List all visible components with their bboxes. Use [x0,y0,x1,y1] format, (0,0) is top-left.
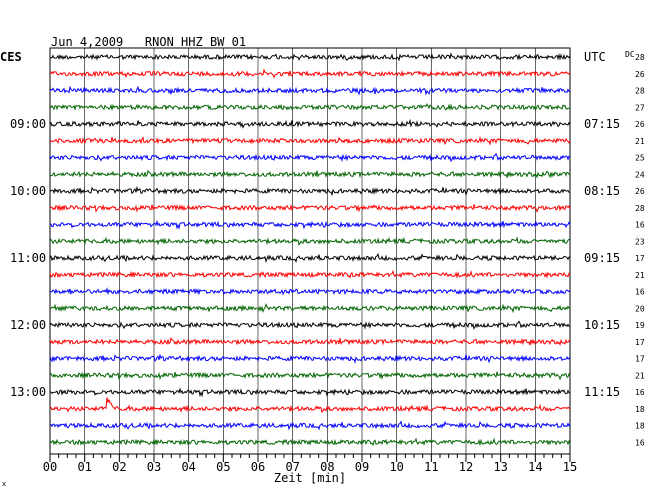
trace-16 [49,320,571,330]
x-tick-label-9: 09 [355,460,369,474]
trace-3 [49,103,571,112]
x-tick-label-15: 15 [563,460,577,474]
trace-7 [49,169,571,179]
x-tick-label-7: 07 [285,460,299,474]
dc-offset-13: 21 [635,271,645,280]
trace-9 [49,203,571,213]
x-tick-label-3: 03 [147,460,161,474]
trace-22 [49,420,571,431]
right-time-label-1: 07:15 [584,117,620,131]
trace-12 [49,252,571,263]
left-time-label-0: 09:00 [10,117,46,131]
dc-offset-20: 16 [635,388,645,397]
dc-offset-12: 17 [635,254,645,263]
dc-offset-15: 20 [635,304,645,313]
right-time-label-5: 11:15 [584,385,620,399]
chart-title: Jun 4,2009 RNON HHZ BW 01 [51,35,246,49]
left-time-label-3: 12:00 [10,318,46,332]
dc-offset-18: 17 [635,355,645,364]
right-time-label-2: 08:15 [584,184,620,198]
x-tick-label-12: 12 [459,460,473,474]
dc-offset-11: 23 [635,237,645,246]
left-time-label-2: 11:00 [10,251,46,265]
dc-offset-3: 27 [635,103,645,112]
dc-offset-23: 16 [635,438,645,447]
x-tick-label-14: 14 [528,460,542,474]
trace-1 [49,68,571,79]
dc-offset-10: 16 [635,221,645,230]
left-timezone-label: CES [0,50,22,64]
dc-offset-2: 28 [635,87,645,96]
x-tick-label-13: 13 [493,460,507,474]
dc-offset-22: 18 [635,422,645,431]
x-tick-label-1: 01 [77,460,91,474]
x-tick-label-5: 05 [216,460,230,474]
trace-10 [49,219,571,230]
trace-4 [49,118,571,129]
trace-2 [49,85,571,96]
dc-offset-14: 16 [635,288,645,297]
right-time-label-0: UTC [584,50,606,64]
trace-8 [49,185,571,197]
trace-13 [49,269,571,279]
x-tick-label-10: 10 [389,460,403,474]
left-time-label-1: 10:00 [10,184,46,198]
trace-15 [49,303,571,314]
corner-mark: x [2,480,6,488]
dc-header-label: DC [625,50,635,59]
trace-19 [49,371,571,381]
trace-0 [49,52,571,62]
left-time-label-4: 13:00 [10,385,46,399]
trace-21 [49,397,571,414]
dc-offset-7: 24 [635,170,645,179]
trace-6 [49,152,571,163]
dc-offset-17: 17 [635,338,645,347]
dc-offset-19: 21 [635,371,645,380]
right-time-label-4: 10:15 [584,318,620,332]
trace-20 [50,387,571,398]
trace-18 [49,353,571,364]
x-tick-label-6: 06 [251,460,265,474]
dc-offset-9: 28 [635,204,645,213]
x-tick-label-11: 11 [424,460,438,474]
dc-offset-4: 26 [635,120,645,129]
dc-offset-6: 25 [635,154,645,163]
dc-offset-0: 28 [635,53,645,62]
dc-offset-16: 19 [635,321,645,330]
x-tick-label-8: 08 [320,460,334,474]
dc-offset-21: 18 [635,405,645,414]
dc-offset-8: 26 [635,187,645,196]
x-tick-label-4: 04 [181,460,195,474]
x-tick-label-0: 00 [43,460,57,474]
trace-17 [49,337,571,347]
dc-offset-1: 26 [635,70,645,79]
x-tick-label-2: 02 [112,460,126,474]
right-time-label-3: 09:15 [584,251,620,265]
trace-5 [49,136,571,146]
trace-23 [49,437,571,447]
trace-11 [49,236,571,246]
x-axis-label: Zeit [min] [274,471,346,485]
dc-offset-5: 21 [635,137,645,146]
trace-14 [49,287,571,296]
